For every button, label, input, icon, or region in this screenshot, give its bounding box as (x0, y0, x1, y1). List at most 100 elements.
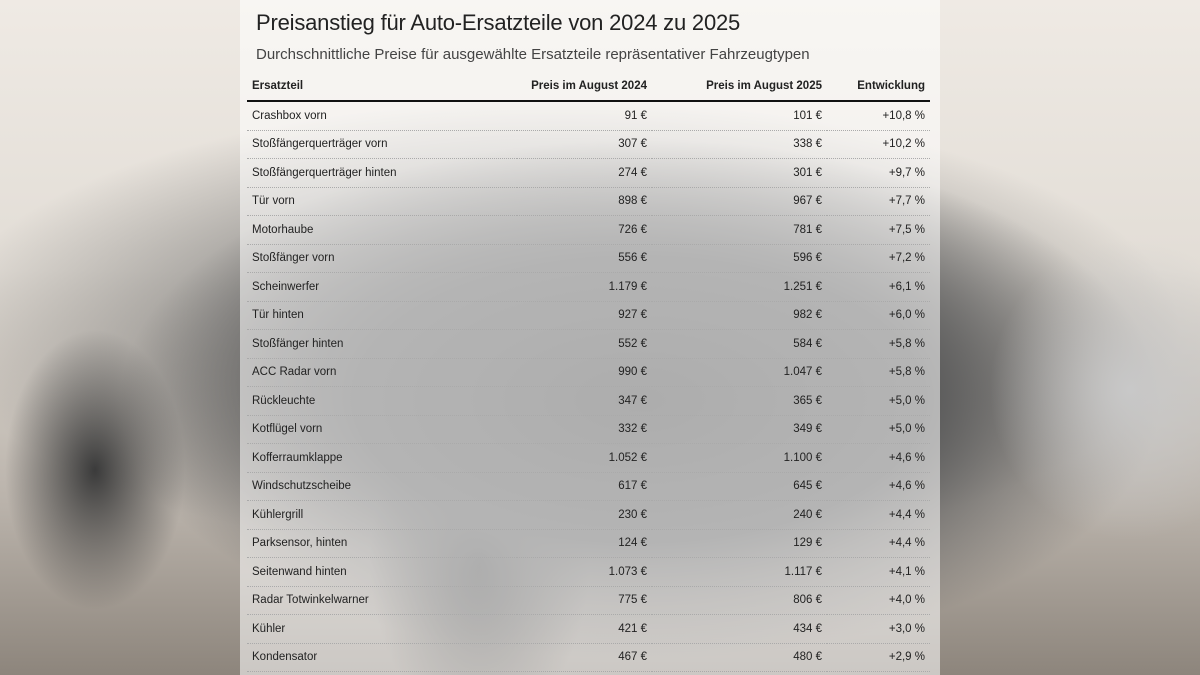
price-2024: 775 € (517, 586, 652, 615)
price-2025: 301 € (652, 158, 827, 188)
price-2025: 365 € (652, 386, 827, 416)
change: +4,0 % (827, 586, 930, 615)
price-2024: 347 € (517, 386, 652, 416)
table-row: Kühler 421 €434 € +3,0 % (247, 614, 930, 644)
change: +5,0 % (827, 386, 930, 416)
part-name: Stoßfängerquerträger hinten (247, 158, 517, 188)
table-row: Scheinwerfer 1.179 €1.251 € +6,1 % (247, 272, 930, 302)
price-2025: 967 € (652, 187, 827, 216)
table-row: Tür vorn 898 €967 € +7,7 % (247, 187, 930, 216)
table-row: Radar Totwinkelwarner 775 €806 € +4,0 % (247, 586, 930, 615)
price-2024: 1.052 € (517, 443, 652, 473)
table-row: Kühlergrill 230 €240 € +4,4 % (247, 500, 930, 530)
price-2024: 556 € (517, 244, 652, 273)
part-name: Motorhaube (247, 215, 517, 245)
price-2025: 349 € (652, 415, 827, 444)
change: +9,7 % (827, 158, 930, 188)
part-name: Seitenwand hinten (247, 557, 517, 587)
change: +5,8 % (827, 329, 930, 359)
part-name: Stoßfängerquerträger vorn (247, 130, 517, 159)
change: +4,4 % (827, 529, 930, 558)
part-name: Tür hinten (247, 301, 517, 330)
change: +4,4 % (827, 500, 930, 530)
price-2025: 584 € (652, 329, 827, 359)
part-name: ACC Radar vorn (247, 358, 517, 387)
part-name: Radar Totwinkelwarner (247, 586, 517, 615)
change: +2,9 % (827, 643, 930, 672)
table-row: Stoßfängerquerträger vorn 307 €338 € +10,2… (247, 130, 930, 159)
price-2024: 1.179 € (517, 272, 652, 302)
price-2025: 1.047 € (652, 358, 827, 387)
change: +5,8 % (827, 358, 930, 387)
part-name: Kondensator (247, 643, 517, 672)
table-header-row: Ersatzteil Preis im August 2024 Preis im… (247, 72, 930, 102)
price-2024: 91 € (517, 101, 652, 131)
header-price-2024: Preis im August 2024 (517, 72, 652, 102)
change: +4,6 % (827, 472, 930, 501)
table-row: Seitenwand hinten 1.073 €1.117 € +4,1 % (247, 557, 930, 587)
change: +10,2 % (827, 130, 930, 159)
change: +3,0 % (827, 614, 930, 644)
change: +4,6 % (827, 443, 930, 473)
price-2025: 1.117 € (652, 557, 827, 587)
change: +5,0 % (827, 415, 930, 444)
page-subtitle: Durchschnittliche Preise für ausgewählte… (256, 46, 810, 63)
price-2025: 480 € (652, 643, 827, 672)
change: +7,2 % (827, 244, 930, 273)
table-row: Stoßfänger hinten 552 €584 € +5,8 % (247, 329, 930, 359)
change: +7,7 % (827, 187, 930, 216)
table-row: Kondensator 467 €480 € +2,9 % (247, 643, 930, 672)
price-2024: 467 € (517, 643, 652, 672)
part-name: Kühlergrill (247, 500, 517, 530)
part-name: Kofferraumklappe (247, 443, 517, 473)
price-2024: 332 € (517, 415, 652, 444)
price-2024: 726 € (517, 215, 652, 245)
table-row: Tür hinten 927 €982 € +6,0 % (247, 301, 930, 330)
change: +10,8 % (827, 101, 930, 131)
table-row: Rückleuchte 347 €365 € +5,0 % (247, 386, 930, 416)
price-2025: 240 € (652, 500, 827, 530)
price-2024: 552 € (517, 329, 652, 359)
table-row: Stoßfänger vorn 556 €596 € +7,2 % (247, 244, 930, 273)
price-2025: 781 € (652, 215, 827, 245)
price-2025: 806 € (652, 586, 827, 615)
page-title: Preisanstieg für Auto-Ersatzteile von 20… (256, 10, 741, 35)
table-row: Crashbox vorn 91 €101 € +10,8 % (247, 101, 930, 131)
price-2024: 990 € (517, 358, 652, 387)
part-name: Scheinwerfer (247, 272, 517, 302)
price-2025: 101 € (652, 101, 827, 131)
change: +6,0 % (827, 301, 930, 330)
price-2025: 338 € (652, 130, 827, 159)
table-row: Parksensor, hinten 124 €129 € +4,4 % (247, 529, 930, 558)
price-2024: 124 € (517, 529, 652, 558)
price-table: Ersatzteil Preis im August 2024 Preis im… (247, 72, 930, 672)
price-2024: 617 € (517, 472, 652, 501)
price-2024: 1.073 € (517, 557, 652, 587)
part-name: Rückleuchte (247, 386, 517, 416)
price-2025: 596 € (652, 244, 827, 273)
change: +4,1 % (827, 557, 930, 587)
change: +6,1 % (827, 272, 930, 302)
table-row: Kofferraumklappe 1.052 €1.100 € +4,6 % (247, 443, 930, 473)
part-name: Kotflügel vorn (247, 415, 517, 444)
part-name: Windschutzscheibe (247, 472, 517, 501)
table-row: Motorhaube 726 €781 € +7,5 % (247, 215, 930, 245)
price-2025: 645 € (652, 472, 827, 501)
price-2024: 307 € (517, 130, 652, 159)
table-row: Windschutzscheibe 617 €645 € +4,6 % (247, 472, 930, 501)
part-name: Tür vorn (247, 187, 517, 216)
header-part: Ersatzteil (247, 72, 517, 102)
price-2024: 421 € (517, 614, 652, 644)
table-row: Stoßfängerquerträger hinten 274 €301 € +9,… (247, 158, 930, 188)
price-2024: 230 € (517, 500, 652, 530)
part-name: Crashbox vorn (247, 101, 517, 131)
part-name: Kühler (247, 614, 517, 644)
part-name: Stoßfänger hinten (247, 329, 517, 359)
price-2025: 434 € (652, 614, 827, 644)
price-2024: 274 € (517, 158, 652, 188)
header-change: Entwicklung (827, 72, 930, 102)
header-price-2025: Preis im August 2025 (652, 72, 827, 102)
table-row: ACC Radar vorn 990 €1.047 € +5,8 % (247, 358, 930, 387)
price-2024: 927 € (517, 301, 652, 330)
part-name: Parksensor, hinten (247, 529, 517, 558)
